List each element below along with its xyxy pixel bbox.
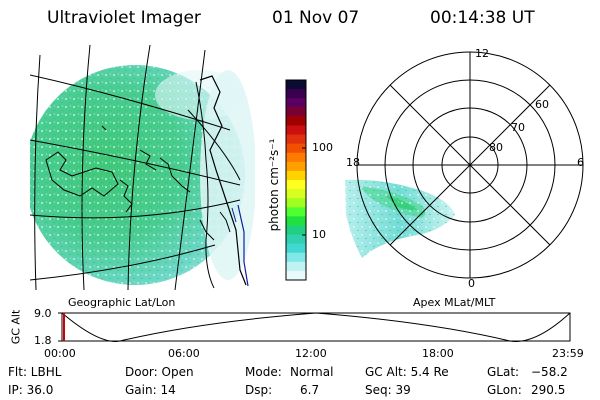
colorbar-swatch bbox=[286, 198, 306, 208]
polar-panel-label: Apex MLat/MLT bbox=[413, 296, 496, 309]
time-tick-1800: 18:00 bbox=[422, 347, 454, 360]
mode-value: Normal bbox=[290, 365, 334, 379]
time-tick-1200: 12:00 bbox=[295, 347, 327, 360]
time-label: 00:14:38 UT bbox=[430, 8, 535, 28]
mode-label: Mode: bbox=[245, 365, 282, 379]
colorbar-swatch bbox=[286, 152, 306, 163]
lat-label-60: 60 bbox=[535, 98, 549, 111]
lat-label-80: 80 bbox=[489, 141, 503, 154]
altitude-ylabel: GC Alt bbox=[9, 309, 23, 345]
filter-readout: Flt: LBHL bbox=[8, 365, 62, 379]
colorbar-swatch bbox=[286, 261, 306, 272]
altitude-plot bbox=[58, 312, 571, 342]
colorbar bbox=[285, 79, 307, 281]
colorbar-swatch bbox=[286, 216, 306, 227]
colorbar-swatch bbox=[286, 125, 306, 136]
lat-label-70: 70 bbox=[511, 121, 525, 134]
colorbar-swatch bbox=[286, 180, 306, 190]
colorbar-swatch bbox=[286, 207, 306, 217]
colorbar-swatch bbox=[286, 161, 306, 172]
ip-readout: IP: 36.0 bbox=[8, 383, 54, 397]
mlt-label-top: 12 bbox=[475, 47, 489, 60]
glon-label: GLon: bbox=[487, 383, 522, 397]
geographic-map bbox=[30, 45, 255, 290]
time-tick-2359: 23:59 bbox=[552, 347, 584, 360]
gc-alt-readout: GC Alt: 5.4 Re bbox=[365, 365, 449, 379]
colorbar-swatch bbox=[286, 89, 306, 99]
colorbar-frame bbox=[285, 79, 307, 281]
auroral-emission bbox=[345, 179, 455, 258]
colorbar-swatch bbox=[286, 107, 306, 117]
gain-readout: Gain: 14 bbox=[125, 383, 176, 397]
colorbar-tick-10: 10 bbox=[312, 228, 326, 241]
altitude-ytick-top: 9.0 bbox=[34, 307, 52, 320]
colorbar-swatch bbox=[286, 252, 306, 263]
colorbar-swatch bbox=[286, 143, 306, 154]
colorbar-tick-100: 100 bbox=[312, 141, 333, 154]
dsp-label: Dsp: bbox=[245, 383, 273, 397]
mlt-label-bottom: 0 bbox=[468, 277, 475, 290]
colorbar-swatch bbox=[286, 270, 306, 281]
glat-label: GLat: bbox=[487, 365, 520, 379]
colorbar-swatch bbox=[286, 98, 306, 108]
mlt-label-right: 6 bbox=[577, 156, 584, 169]
colorbar-swatch bbox=[286, 170, 306, 181]
glon-value: 290.5 bbox=[531, 383, 566, 397]
polar-plot bbox=[345, 51, 584, 279]
glat-value: −58.2 bbox=[531, 365, 568, 379]
colorbar-swatch bbox=[286, 134, 306, 145]
colorbar-unit-label: photon cm⁻²s⁻¹ bbox=[267, 138, 281, 232]
dsp-value: 6.7 bbox=[300, 383, 320, 397]
app-title: Ultraviolet Imager bbox=[47, 8, 201, 28]
colorbar-swatch bbox=[286, 116, 306, 127]
door-readout: Door: Open bbox=[125, 365, 194, 379]
map-panel-label: Geographic Lat/Lon bbox=[68, 296, 176, 309]
date-label: 01 Nov 07 bbox=[272, 8, 360, 28]
colorbar-swatch bbox=[286, 225, 306, 236]
colorbar-swatch bbox=[286, 243, 306, 254]
colorbar-swatch bbox=[286, 189, 306, 199]
time-tick-0000: 00:00 bbox=[44, 347, 76, 360]
altitude-ytick-bottom: 1.8 bbox=[34, 334, 52, 347]
colorbar-swatch bbox=[286, 234, 306, 245]
mlt-label-left: 18 bbox=[346, 156, 360, 169]
time-tick-0600: 06:00 bbox=[168, 347, 200, 360]
colorbar-swatch bbox=[286, 80, 306, 90]
seq-readout: Seq: 39 bbox=[365, 383, 411, 397]
